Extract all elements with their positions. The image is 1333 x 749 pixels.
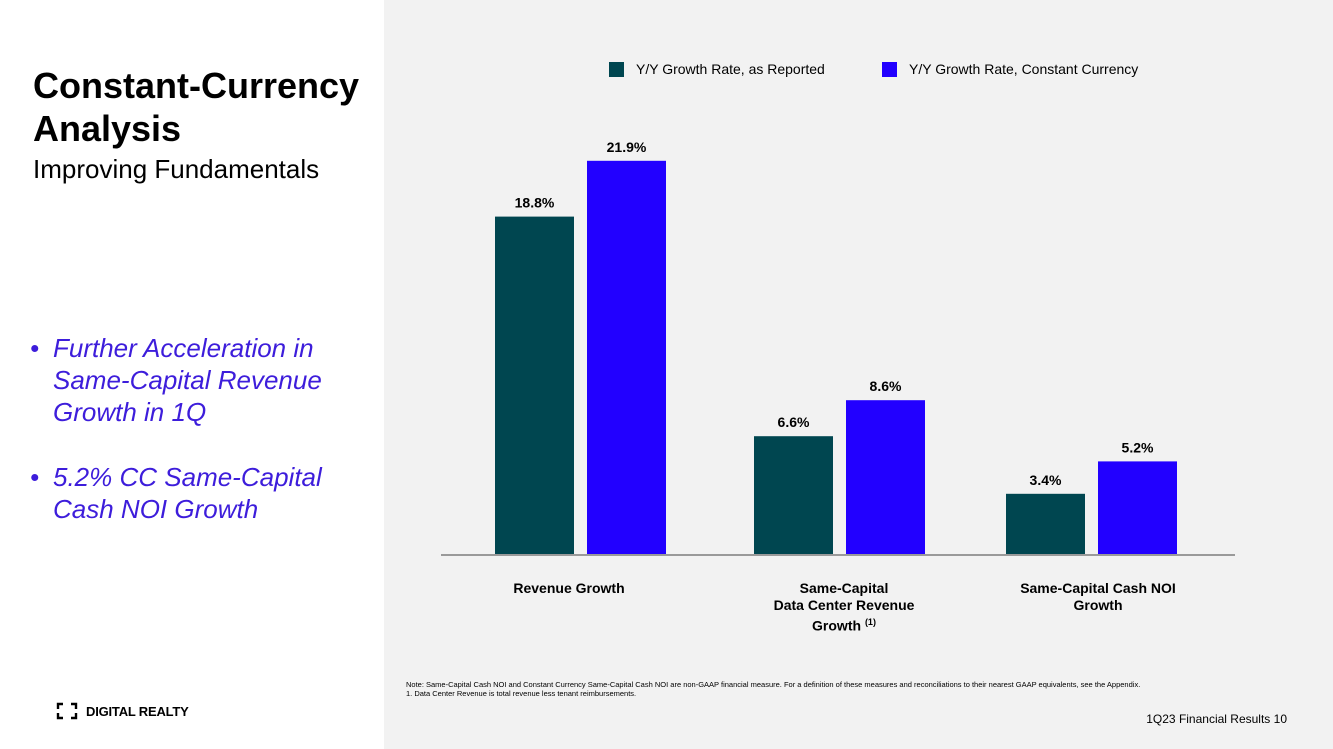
bar-constant-0 [587,160,666,556]
bar-value-label: 3.4% [1030,472,1062,488]
footnote-1: 1. Data Center Revenue is total revenue … [406,689,637,698]
bar-value-label: 6.6% [778,414,810,430]
bar-reported-0 [495,216,574,555]
slide-title: Constant-Currency Analysis [33,65,360,149]
bullet-item: • 5.2% CC Same-Capital Cash NOI Growth [30,461,360,525]
legend-item-constant: Y/Y Growth Rate, Constant Currency [882,61,1138,77]
bar-constant-1 [846,400,925,555]
legend-swatch-constant [882,61,897,77]
legend-item-reported: Y/Y Growth Rate, as Reported [609,61,825,77]
bullet-text: Further Acceleration in Same-Capital Rev… [53,333,322,427]
category-label-line: Data Center Revenue [773,597,915,613]
bar-constant-2 [1098,461,1177,555]
bullet-symbol: • [30,462,40,492]
brand-brackets-icon [56,702,78,720]
category-label: Revenue Growth [459,580,679,597]
bar-reported-2 [1006,493,1085,555]
category-label-line: Growth [812,617,862,634]
category-label-line: Revenue Growth [513,580,625,596]
category-label: Same-Capital Cash NOI Growth [988,580,1208,614]
bar-value-label: 5.2% [1122,439,1154,455]
bar-value-label: 18.8% [515,195,555,211]
page-reference: 1Q23 Financial Results 10 [1146,712,1287,726]
legend-swatch-reported [609,61,624,77]
slide-subtitle: Improving Fundamentals [33,154,320,184]
bullet-symbol: • [30,333,40,363]
legend-label-constant: Y/Y Growth Rate, Constant Currency [909,61,1139,77]
footnote-marker: (1) [864,617,876,627]
brand-logo: DIGITAL REALTY [56,702,189,720]
bar-value-label: 8.6% [870,378,902,394]
category-label: Same-Capital Data Center Revenue Growth … [734,580,954,635]
category-label-line: Growth [1073,597,1123,613]
footnote-note: Note: Same-Capital Cash NOI and Constant… [406,680,1141,689]
brand-name: DIGITAL REALTY [86,703,189,719]
bar-value-label: 21.9% [607,139,647,155]
bullet-item: • Further Acceleration in Same-Capital R… [30,332,360,428]
category-label-line: Same-Capital Cash NOI [1020,580,1176,596]
bullet-list: • Further Acceleration in Same-Capital R… [30,332,360,558]
category-label-line: Same-Capital [799,580,889,596]
left-panel: Constant-Currency Analysis Improving Fun… [0,0,384,749]
bullet-text: 5.2% CC Same-Capital Cash NOI Growth [53,462,322,524]
bar-reported-1 [754,436,833,555]
legend-label-reported: Y/Y Growth Rate, as Reported [636,61,825,77]
footnote: Note: Same-Capital Cash NOI and Constant… [406,680,1256,698]
